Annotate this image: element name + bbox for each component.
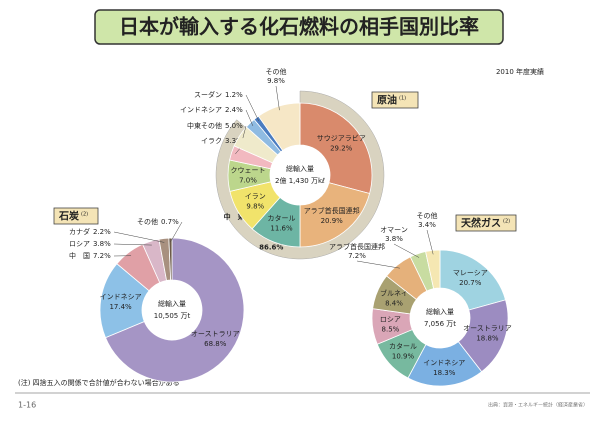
leader-line (246, 95, 259, 121)
slice-name: アラブ首長国連邦 (304, 206, 360, 215)
slice-name: インドネシア (100, 293, 142, 301)
slice-name: スーダン (194, 90, 222, 99)
slice-name: マレーシア (453, 269, 488, 277)
slice-name: 中東その他 (187, 121, 222, 130)
slice-name: クウェート (231, 166, 266, 174)
slice-name: その他 (137, 217, 158, 226)
chart-title-note: (2) (81, 212, 88, 218)
slice-name: カタール (268, 214, 296, 223)
slice-value: 29.2% (330, 144, 353, 152)
slice-value: 7.2% (348, 252, 366, 260)
slice-value: 10.9% (392, 353, 415, 361)
slice-name: オーストラリア (463, 325, 512, 333)
chart-title-note: (1) (399, 96, 406, 102)
slice-value: 2.2% (93, 228, 111, 236)
slice-value: 7.0% (239, 176, 257, 184)
slice-name: その他 (417, 211, 438, 220)
center-total: 10,505 万t (154, 312, 191, 320)
title: 日本が輸入する化石燃料の相手国別比率 (119, 15, 479, 39)
page-number: 1-16 (18, 401, 36, 410)
slice-name: インドネシア (423, 359, 465, 367)
slice-name: 中 国 (69, 251, 90, 260)
slice-name: アラブ首長国連邦 (329, 242, 385, 251)
slice-name: イラク (201, 137, 222, 145)
slice-name: イラン (245, 193, 266, 201)
slice-value: 7.2% (93, 252, 111, 260)
slice-name: その他 (266, 67, 287, 76)
chart-title: 天然ガス (461, 217, 501, 230)
center-total: 7,056 万t (424, 320, 456, 328)
leader-line (357, 261, 400, 268)
slice-value: 2.4% (225, 106, 243, 114)
center-label: 総輸入量 (158, 299, 186, 308)
slice-name: ロシア (380, 315, 401, 323)
center-label: 総輸入量 (426, 307, 454, 316)
slice-value: 9.8% (246, 203, 264, 211)
slice-name: オマーン (380, 226, 408, 234)
slice-value: 20.7% (459, 279, 482, 287)
chart-title-note: (2) (503, 219, 510, 225)
slice-value: 11.6% (270, 225, 293, 233)
region-value: 86.6% (259, 244, 283, 252)
slice-value: 9.8% (267, 77, 285, 85)
source: 出典：資源・エネルギー統計（経済産業省） (488, 402, 588, 409)
slice-name: ロシア (69, 240, 90, 248)
slice-name: オーストラリア (191, 330, 240, 338)
slice-name: カタール (389, 342, 417, 351)
slice-value: 3.8% (93, 240, 111, 248)
slice-name: インドネシア (180, 106, 222, 114)
chart-title: 原油 (377, 94, 397, 107)
subtitle: 2010 年度実績 (496, 67, 544, 76)
slice-value: 5.0% (225, 122, 243, 130)
slice-value: 18.8% (476, 335, 499, 343)
leader-line (114, 232, 164, 242)
slice-value: 20.9% (321, 217, 344, 225)
slice-value: 1.2% (225, 91, 243, 99)
slice-value: 3.8% (385, 235, 403, 243)
slice-value: 3.4% (418, 221, 436, 229)
slice-value: 17.4% (109, 303, 132, 311)
slice-name: サウジアラビア (317, 133, 366, 142)
slice-value: 68.8% (204, 340, 227, 348)
slice-name: カナダ (69, 227, 90, 236)
slice-value: 8.5% (382, 325, 400, 333)
center-label: 総輸入量 (286, 164, 314, 173)
slice-value: 8.4% (385, 299, 403, 307)
center-total: 2億 1,430 万kℓ (275, 176, 325, 185)
slice-value: 18.3% (433, 369, 456, 377)
chart-title: 石炭 (58, 210, 79, 223)
slice-value: 0.7% (161, 218, 179, 226)
leader-line (394, 244, 419, 258)
